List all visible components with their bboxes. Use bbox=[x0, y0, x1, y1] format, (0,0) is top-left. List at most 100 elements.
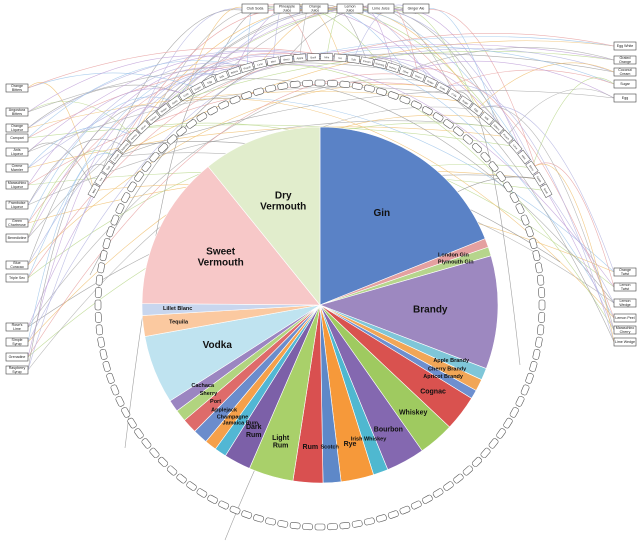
ring-node bbox=[102, 238, 111, 249]
ring-node bbox=[339, 521, 351, 530]
ingredient-orange-bitters: Orange Bitters bbox=[5, 83, 29, 93]
ring-node bbox=[106, 372, 115, 384]
ingredient-orange-twist: Orange Twist bbox=[613, 267, 637, 277]
ring-node bbox=[218, 100, 230, 110]
ring-node bbox=[94, 299, 102, 311]
ring-node bbox=[265, 517, 277, 526]
connection-line bbox=[366, 48, 615, 73]
ring-node bbox=[410, 500, 422, 510]
ingredient-rose-s-lime: Rose's Lime bbox=[5, 322, 29, 332]
svg-text:Club Soda: Club Soda bbox=[247, 6, 264, 10]
arc-node-label: Apple bbox=[296, 56, 303, 61]
svg-text:Lemon Peel: Lemon Peel bbox=[615, 316, 634, 320]
arc-node-label: Apple bbox=[536, 175, 543, 183]
connection-line bbox=[247, 64, 615, 288]
arc-node: Water bbox=[156, 103, 171, 117]
ring-node bbox=[339, 80, 351, 89]
arc-node: Ice bbox=[333, 53, 347, 63]
arc-node-label: Ice bbox=[338, 56, 342, 60]
arc-node-label: Lime bbox=[512, 143, 519, 150]
svg-text:Campari: Campari bbox=[10, 136, 24, 140]
arc-node-label: Cola bbox=[183, 91, 190, 97]
ring-node bbox=[503, 181, 513, 193]
ring-node bbox=[94, 287, 102, 298]
ingredient-creme-marnier: Creme Marnier bbox=[5, 163, 29, 173]
arc-node: Cream bbox=[109, 149, 123, 165]
connection-line bbox=[152, 7, 288, 119]
ring-node bbox=[127, 417, 137, 429]
ring-node bbox=[453, 126, 464, 137]
ring-node bbox=[538, 312, 546, 323]
arc-node: Sugar bbox=[190, 81, 205, 95]
ingredient-grated-orange: Grated Orange bbox=[613, 55, 637, 65]
ring-node bbox=[186, 481, 197, 491]
connection-line bbox=[133, 8, 256, 137]
slice-dry-vermouth bbox=[207, 126, 321, 306]
ring-node bbox=[327, 523, 338, 531]
ring-node bbox=[196, 112, 208, 122]
connection-line bbox=[27, 142, 95, 191]
ring-node bbox=[102, 361, 111, 372]
connection-line bbox=[27, 47, 341, 89]
arc-node-label: Mint bbox=[91, 187, 97, 193]
ring-node bbox=[289, 521, 301, 530]
arc-node-label: Water bbox=[427, 79, 435, 86]
ring-node bbox=[480, 447, 491, 459]
slice-label-vodka: Vodka bbox=[203, 340, 233, 351]
ring-node bbox=[536, 324, 545, 336]
slice-label-apple-brandy: Apple Brandy bbox=[433, 358, 470, 364]
ring-node bbox=[141, 438, 152, 449]
connection-line bbox=[27, 62, 248, 206]
ring-node bbox=[387, 510, 399, 519]
arc-node: Mint bbox=[320, 53, 334, 61]
svg-text:Sugar: Sugar bbox=[620, 82, 630, 86]
ring-node bbox=[535, 262, 543, 274]
slice-label-cognac: Cognac bbox=[420, 388, 446, 395]
connection-line bbox=[27, 67, 235, 239]
arc-node: Nutmeg bbox=[372, 58, 387, 70]
arc-node: Olive bbox=[135, 120, 151, 135]
arc-node: Soda bbox=[435, 81, 450, 95]
arc-node: Onion bbox=[145, 111, 161, 126]
ring-node bbox=[157, 142, 169, 154]
connection-line bbox=[27, 51, 314, 153]
arc-node: Onion bbox=[411, 70, 426, 83]
slice-label-port: Port bbox=[210, 399, 221, 405]
svg-text:Triple Sec: Triple Sec bbox=[9, 276, 25, 280]
ingredient-ginger-ale: Ginger Ale bbox=[402, 3, 430, 14]
connection-line bbox=[27, 52, 314, 224]
ingredient-triple-sec: Triple Sec bbox=[5, 273, 29, 283]
ring-node bbox=[97, 262, 105, 274]
connection-line bbox=[476, 106, 615, 331]
ingredient-lemon-wedge: Lemon Wedge bbox=[613, 298, 637, 308]
ring-node bbox=[115, 203, 125, 215]
arc-node: Bitters bbox=[489, 120, 505, 135]
svg-text:Lime Juice: Lime Juice bbox=[372, 6, 389, 10]
ingredient-boxes-top: Club Soda Pineapple Juice Orange Juice Lemon J… bbox=[241, 3, 430, 14]
ring-node bbox=[422, 494, 433, 504]
slice-brandy bbox=[319, 255, 499, 369]
connection-line bbox=[27, 96, 175, 224]
arc-node: Salt bbox=[101, 160, 115, 176]
ring-node bbox=[97, 336, 105, 348]
arc-node: Mint bbox=[266, 56, 281, 67]
ring-node bbox=[253, 514, 264, 523]
slice-label-plymouth-gin: Plymouth Gin bbox=[438, 260, 474, 266]
connection-line bbox=[27, 84, 186, 129]
ring-node bbox=[207, 106, 218, 116]
ring-node bbox=[277, 520, 289, 528]
slice-label-rye: Rye bbox=[344, 441, 357, 448]
arc-node-label: Lime bbox=[257, 62, 264, 67]
ring-node bbox=[121, 192, 131, 203]
ring-node bbox=[218, 500, 230, 510]
ring-node bbox=[509, 192, 519, 203]
arc-node: Berry bbox=[279, 54, 294, 64]
ring-node bbox=[538, 287, 546, 298]
connection-line bbox=[476, 62, 615, 111]
ring-node bbox=[110, 214, 120, 226]
connection-line bbox=[27, 126, 134, 169]
